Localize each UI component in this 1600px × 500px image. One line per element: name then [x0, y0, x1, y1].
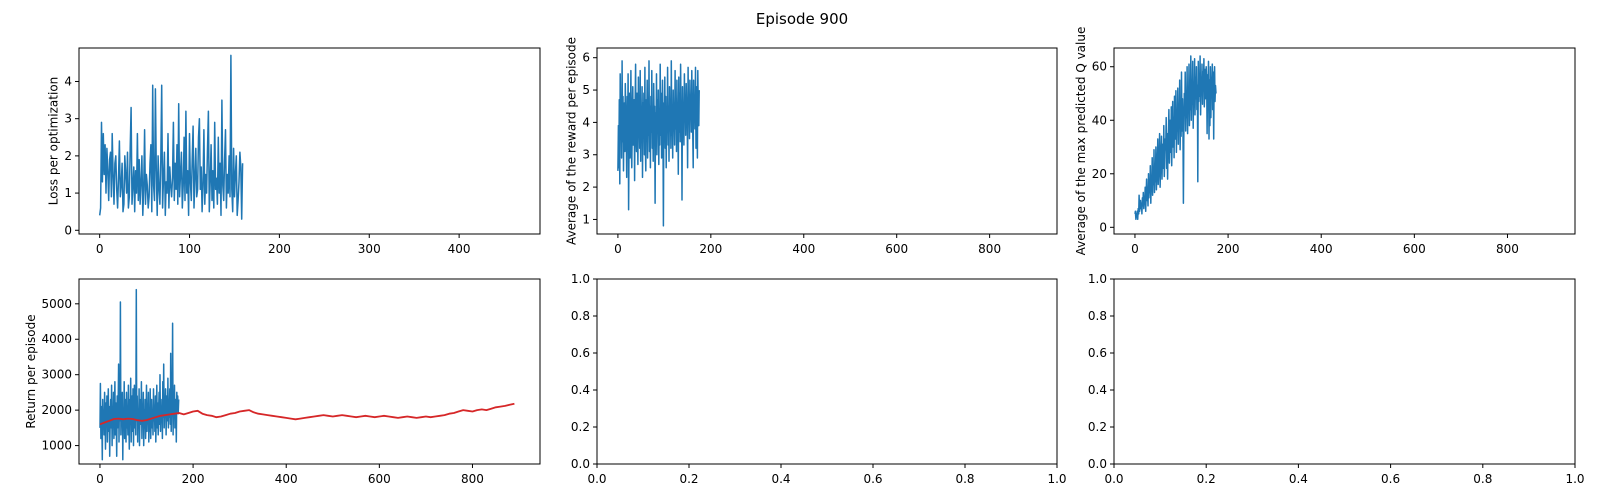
- axes-frame: [78, 47, 541, 235]
- x-tick-label: 0.2: [1197, 472, 1216, 486]
- axes-frame: [1113, 47, 1576, 235]
- x-tick-label: 400: [275, 472, 298, 486]
- x-tick-label: 400: [1310, 242, 1333, 256]
- x-tick-label: 200: [268, 242, 291, 256]
- y-tick-label: 1.0: [571, 272, 590, 286]
- y-tick-label: 1.0: [1088, 272, 1107, 286]
- y-tick-label: 3000: [41, 368, 72, 382]
- series-line-1: [617, 60, 700, 227]
- x-tick-label: 200: [1217, 242, 1240, 256]
- x-tick-label: 1.0: [1047, 472, 1066, 486]
- subplot-5: 0.0 0.2 0.4 0.6 0.8 1.0 0.0 0.2 0.4 0.6 0.8 1.0: [571, 272, 1067, 486]
- x-tick-label: 0: [96, 242, 104, 256]
- y-tick-label: 0: [64, 223, 72, 237]
- y-tick-label: 2: [582, 180, 590, 194]
- x-tick-label: 400: [792, 242, 815, 256]
- axes-frame: [596, 47, 1058, 235]
- y-tick-label: 0.2: [1088, 420, 1107, 434]
- y-axis-label: Return per episode: [24, 314, 38, 428]
- x-tick-label: 0.0: [1104, 472, 1123, 486]
- y-tick-label: 4000: [41, 332, 72, 346]
- y-tick-label: 0.6: [571, 346, 590, 360]
- x-tick-label: 0.6: [1381, 472, 1400, 486]
- series-line-1: [98, 54, 244, 220]
- subplot-6: 0.0 0.2 0.4 0.6 0.8 1.0 0.0 0.2 0.4 0.6 0.8 1.0: [1088, 272, 1585, 486]
- x-tick-label: 0.4: [771, 472, 790, 486]
- y-tick-label: 3: [64, 112, 72, 126]
- x-tick-label: 0.8: [1473, 472, 1492, 486]
- axes-frame: [596, 278, 1058, 465]
- x-tick-label: 800: [978, 242, 1001, 256]
- x-tick-label: 600: [885, 242, 908, 256]
- x-tick-label: 0.2: [679, 472, 698, 486]
- y-tick-label: 0.4: [1088, 383, 1107, 397]
- y-tick-label: 1000: [41, 439, 72, 453]
- y-tick-label: 0.0: [571, 457, 590, 471]
- x-tick-label: 800: [461, 472, 484, 486]
- y-tick-label: 0: [1099, 220, 1107, 234]
- y-tick-label: 1: [64, 186, 72, 200]
- y-tick-label: 0.0: [1088, 457, 1107, 471]
- x-tick-label: 200: [699, 242, 722, 256]
- subplot-3: 0 200 400 600 800 0 20 40 60 Average of the max p…: [1074, 27, 1576, 256]
- x-tick-label: 400: [448, 242, 471, 256]
- figure-suptitle: Episode 900: [756, 10, 848, 28]
- x-tick-label: 100: [178, 242, 201, 256]
- y-tick-label: 0.4: [571, 383, 590, 397]
- y-tick-label: 20: [1092, 167, 1107, 181]
- y-axis-label: Average of the reward per episode: [565, 37, 579, 245]
- x-tick-label: 0.8: [955, 472, 974, 486]
- y-tick-label: 4: [64, 74, 72, 88]
- x-tick-label: 600: [368, 472, 391, 486]
- y-tick-label: 6: [582, 51, 590, 65]
- x-tick-label: 200: [182, 472, 205, 486]
- y-tick-label: 0.6: [1088, 346, 1107, 360]
- x-tick-label: 800: [1496, 242, 1519, 256]
- x-tick-label: 0: [614, 242, 622, 256]
- y-tick-label: 2: [64, 149, 72, 163]
- x-tick-label: 0: [96, 472, 104, 486]
- y-axis-label: Loss per optimization: [47, 77, 61, 206]
- series-line-1: [1134, 55, 1217, 221]
- y-tick-label: 0.8: [571, 309, 590, 323]
- subplot-4: 0 200 400 600 800 1000 2000 3000 4000 5000Return …: [24, 278, 541, 486]
- y-tick-label: 5000: [41, 297, 72, 311]
- x-tick-label: 0.6: [863, 472, 882, 486]
- x-tick-label: 600: [1403, 242, 1426, 256]
- x-tick-label: 0.0: [587, 472, 606, 486]
- y-tick-label: 2000: [41, 403, 72, 417]
- y-tick-label: 60: [1092, 60, 1107, 74]
- x-tick-label: 300: [358, 242, 381, 256]
- y-tick-label: 5: [582, 83, 590, 97]
- axes-frame: [78, 278, 541, 465]
- y-axis-label: Average of the max predicted Q value: [1074, 27, 1088, 256]
- x-tick-label: 1.0: [1565, 472, 1584, 486]
- axes-frame: [1113, 278, 1576, 465]
- x-tick-label: 0: [1131, 242, 1139, 256]
- y-tick-label: 1: [582, 212, 590, 226]
- x-tick-label: 0.4: [1289, 472, 1308, 486]
- series-line-2: [99, 402, 515, 426]
- y-tick-label: 3: [582, 148, 590, 162]
- y-tick-label: 0.2: [571, 420, 590, 434]
- y-tick-label: 40: [1092, 113, 1107, 127]
- y-tick-label: 4: [582, 115, 590, 129]
- y-tick-label: 0.8: [1088, 309, 1107, 323]
